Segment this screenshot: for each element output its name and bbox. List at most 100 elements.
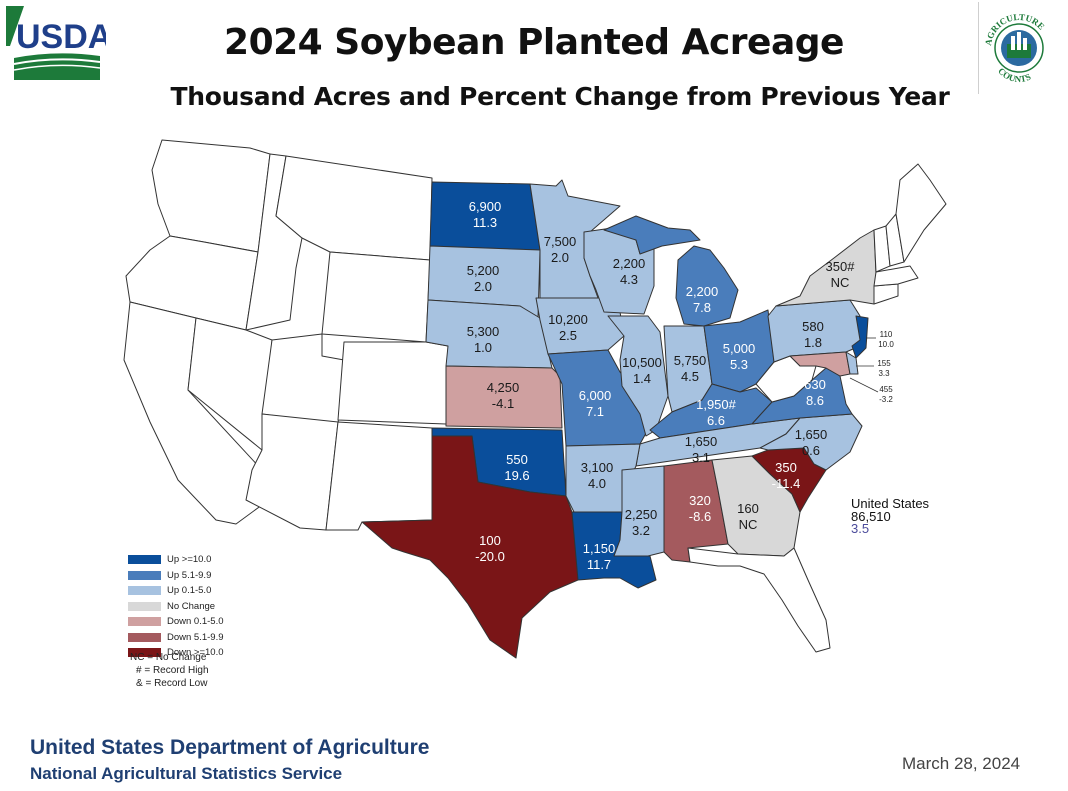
legend-item: Down 5.1-9.9 — [128, 630, 224, 646]
state-acres-label-TX: 100 — [479, 533, 501, 548]
state-change-label-KY: 6.6 — [707, 413, 725, 428]
state-change-label-KS: -4.1 — [492, 396, 514, 411]
state-change-label-GA: NC — [739, 517, 758, 532]
legend-label: No Change — [167, 600, 216, 612]
state-change-label-MN: 2.0 — [551, 250, 569, 265]
state-change-label-MD: -3.2 — [879, 395, 893, 404]
state-change-label-IL: 1.4 — [633, 371, 651, 386]
state-acres-label-MS: 2,250 — [625, 507, 658, 522]
state-CO — [337, 341, 449, 425]
note-record-high: # = Record High — [136, 665, 209, 676]
state-acres-label-PA: 580 — [802, 319, 824, 334]
state-NY — [775, 229, 877, 307]
legend-label: Up 0.1-5.0 — [167, 585, 212, 597]
legend-swatch — [128, 617, 161, 627]
state-change-label-NJ: 10.0 — [878, 340, 894, 349]
state-acres-label-TN: 1,650 — [685, 434, 718, 449]
state-acres-label-KS: 4,250 — [487, 380, 520, 395]
legend-item: Up 0.1-5.0 — [128, 583, 224, 599]
state-change-label-NC: 0.6 — [802, 443, 820, 458]
state-acres-label-DE: 155 — [877, 359, 891, 368]
page-title: 2024 Soybean Planted Acreage — [224, 22, 844, 63]
state-change-label-LA: 11.7 — [587, 557, 611, 572]
legend-item: Down 0.1-5.0 — [128, 614, 224, 630]
state-change-label-MS: 3.2 — [632, 523, 650, 538]
state-acres-label-ND: 6,900 — [469, 199, 502, 214]
map-legend: Up >=10.0 Up 5.1-9.9 Up 0.1-5.0 No Change Do… — [128, 552, 224, 661]
state-DE — [845, 351, 859, 375]
state-change-label-AL: -8.6 — [689, 509, 711, 524]
footer-service: National Agricultural Statistics Service — [30, 764, 343, 783]
note-no-change: NC = No Change — [130, 652, 207, 663]
state-acres-label-MI: 2,200 — [686, 284, 719, 299]
state-acres-label-SC: 350 — [775, 460, 797, 475]
legend-label: Up 5.1-9.9 — [167, 569, 212, 581]
state-change-label-SC: -11.4 — [772, 476, 801, 491]
state-acres-label-MO: 6,000 — [579, 388, 612, 403]
us-total-value: 86,510 — [851, 508, 891, 524]
state-acres-label-NY: 350# — [826, 259, 856, 274]
usda-logo-text: USDA — [16, 18, 106, 56]
legend-swatch — [128, 601, 161, 611]
state-acres-label-WI: 2,200 — [613, 256, 646, 271]
state-acres-label-AL: 320 — [689, 493, 711, 508]
legend-item: Up 5.1-9.9 — [128, 568, 224, 584]
state-change-label-NY: NC — [831, 275, 850, 290]
state-change-label-DE: 3.3 — [878, 369, 890, 378]
state-change-label-PA: 1.8 — [804, 335, 822, 350]
legend-swatch — [128, 648, 161, 658]
us-total-label: United States — [851, 496, 930, 511]
state-WA — [151, 139, 271, 253]
legend-item: Up >=10.0 — [128, 552, 224, 568]
state-acres-label-GA: 160 — [737, 501, 759, 516]
us-total-change: 3.5 — [851, 521, 870, 536]
legend-swatch — [128, 555, 161, 565]
legend-label: Down >=10.0 — [167, 647, 224, 659]
state-change-label-IN: 4.5 — [681, 369, 699, 384]
state-change-label-MO: 7.1 — [586, 404, 604, 419]
state-acres-label-AR: 3,100 — [581, 460, 614, 475]
state-change-label-TX: -20.0 — [475, 549, 505, 564]
legend-label: Up >=10.0 — [167, 554, 212, 566]
state-change-label-ND: 11.3 — [473, 215, 497, 230]
state-change-label-WI: 4.3 — [620, 272, 638, 287]
legend-label: Down 5.1-9.9 — [167, 631, 224, 643]
state-FL — [687, 547, 831, 653]
state-change-label-OK: 19.6 — [504, 468, 529, 483]
state-acres-label-KY: 1,950# — [696, 397, 737, 412]
state-MI — [675, 245, 739, 327]
release-date: March 28, 2024 — [902, 754, 1021, 773]
legend-swatch — [128, 570, 161, 580]
state-acres-label-NE: 5,300 — [467, 324, 500, 339]
state-acres-label-IN: 5,750 — [674, 353, 707, 368]
legend-item: No Change — [128, 599, 224, 615]
legend-label: Down 0.1-5.0 — [167, 616, 224, 628]
state-MI-UP — [603, 215, 701, 255]
state-acres-label-IA: 10,200 — [548, 312, 588, 327]
page-subtitle: Thousand Acres and Percent Change from P… — [170, 82, 950, 111]
legend-notes: NC = No Change # = Record High & = Recor… — [130, 651, 209, 690]
state-acres-label-IL: 10,500 — [622, 355, 662, 370]
state-change-label-MI: 7.8 — [693, 300, 711, 315]
agriculture-counts-seal: AGRICULTURE COUNTS — [978, 2, 1046, 94]
state-IL — [607, 315, 669, 437]
state-WY — [321, 251, 431, 343]
usda-logo-leaf — [6, 6, 24, 46]
state-KS — [445, 365, 563, 429]
state-change-label-OH: 5.3 — [730, 357, 748, 372]
state-change-label-NE: 1.0 — [474, 340, 492, 355]
state-acres-label-NJ: 110 — [880, 330, 893, 339]
state-acres-label-VA: 630 — [804, 377, 826, 392]
state-acres-label-SD: 5,200 — [467, 263, 500, 278]
footer-department: United States Department of Agriculture — [30, 736, 430, 759]
state-acres-label-LA: 1,150 — [583, 541, 616, 556]
state-MA — [873, 265, 919, 287]
legend-item: Down >=10.0 — [128, 645, 224, 661]
state-change-label-IA: 2.5 — [559, 328, 577, 343]
state-acres-label-OH: 5,000 — [723, 341, 756, 356]
state-acres-label-OK: 550 — [506, 452, 528, 467]
state-acres-label-MN: 7,500 — [544, 234, 577, 249]
state-change-label-TN: 3.1 — [692, 450, 710, 465]
state-CT — [873, 283, 899, 305]
